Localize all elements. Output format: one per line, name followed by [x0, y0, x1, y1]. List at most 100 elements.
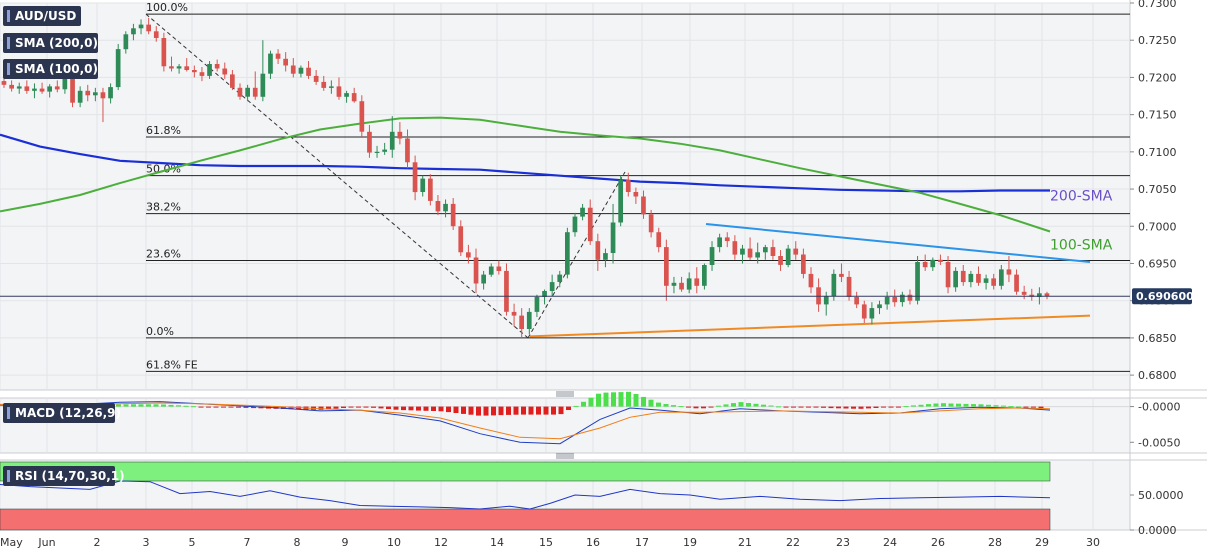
candle[interactable]	[549, 274, 555, 297]
candle[interactable]	[138, 19, 144, 35]
candle[interactable]	[740, 244, 745, 264]
candle[interactable]	[32, 83, 37, 99]
candle[interactable]	[960, 264, 966, 286]
candle[interactable]	[801, 248, 806, 279]
candle[interactable]	[1014, 269, 1019, 295]
candle[interactable]	[306, 61, 311, 79]
candle[interactable]	[230, 69, 235, 91]
candle[interactable]	[443, 199, 448, 218]
candle[interactable]	[717, 233, 722, 253]
candle[interactable]	[1021, 285, 1027, 300]
candle[interactable]	[861, 300, 867, 324]
candle[interactable]	[1006, 256, 1012, 283]
candle[interactable]	[991, 273, 996, 290]
candle[interactable]	[458, 220, 464, 257]
resistance-trendline[interactable]	[705, 223, 1091, 263]
candle[interactable]	[321, 75, 327, 91]
candle[interactable]	[968, 270, 974, 288]
candle[interactable]	[237, 83, 243, 100]
candle[interactable]	[268, 50, 273, 79]
candle[interactable]	[793, 241, 799, 260]
candle[interactable]	[724, 232, 730, 248]
candle[interactable]	[709, 241, 715, 271]
candle[interactable]	[184, 58, 190, 72]
candle[interactable]	[945, 256, 951, 294]
macd-signal-line[interactable]	[0, 402, 1051, 440]
candle[interactable]	[618, 175, 623, 227]
candle[interactable]	[854, 291, 859, 309]
candle[interactable]	[679, 276, 684, 292]
candle[interactable]	[245, 84, 250, 102]
candle[interactable]	[54, 80, 60, 93]
candle[interactable]	[192, 65, 197, 78]
candle[interactable]	[9, 80, 14, 92]
candle[interactable]	[938, 254, 943, 265]
candle[interactable]	[785, 244, 791, 268]
candle[interactable]	[534, 294, 540, 318]
candle[interactable]	[344, 90, 349, 103]
candle[interactable]	[146, 17, 151, 35]
candle[interactable]	[222, 62, 228, 79]
candle[interactable]	[664, 239, 669, 301]
candle[interactable]	[313, 69, 319, 85]
support-trendline[interactable]	[529, 314, 1091, 338]
candle[interactable]	[131, 23, 136, 41]
candle[interactable]	[47, 84, 52, 98]
candle[interactable]	[351, 87, 357, 103]
candle[interactable]	[496, 260, 502, 275]
candle[interactable]	[405, 129, 410, 169]
candle[interactable]	[93, 87, 98, 102]
candle[interactable]	[420, 175, 426, 197]
candle[interactable]	[176, 64, 182, 74]
candle[interactable]	[892, 289, 898, 307]
candle[interactable]	[283, 52, 288, 72]
symbol-label[interactable]: AUD/USD	[3, 6, 81, 26]
candle[interactable]	[907, 289, 913, 305]
candle[interactable]	[359, 95, 365, 137]
candle[interactable]	[610, 203, 616, 264]
candle[interactable]	[595, 233, 601, 271]
panel-resize-handle[interactable]	[556, 453, 574, 459]
macd-legend[interactable]: MACD (12,26,9)	[3, 403, 121, 423]
candle[interactable]	[169, 56, 174, 72]
candle[interactable]	[161, 32, 167, 72]
candle[interactable]	[481, 270, 486, 290]
candle[interactable]	[671, 276, 677, 294]
candle[interactable]	[953, 267, 958, 292]
candle[interactable]	[869, 302, 875, 325]
candle[interactable]	[412, 155, 418, 201]
candle[interactable]	[336, 77, 342, 100]
candle[interactable]	[686, 272, 692, 294]
candle[interactable]	[24, 80, 30, 94]
candle[interactable]	[207, 61, 212, 79]
candle[interactable]	[252, 71, 258, 100]
sma-100-line[interactable]	[0, 116, 1051, 233]
macd-panel[interactable]	[0, 398, 1130, 453]
candle[interactable]	[702, 263, 707, 290]
candle[interactable]	[922, 254, 928, 271]
candle[interactable]	[16, 82, 22, 94]
candle[interactable]	[199, 67, 205, 82]
candle[interactable]	[329, 80, 334, 94]
rsi-legend[interactable]: RSI (14,70,30,1)	[3, 466, 125, 486]
sma-100-legend[interactable]: SMA (100,0)	[3, 59, 98, 79]
candle[interactable]	[428, 174, 433, 206]
candle[interactable]	[930, 257, 936, 271]
candle[interactable]	[466, 244, 471, 264]
candle[interactable]	[587, 199, 593, 245]
candle[interactable]	[565, 227, 570, 279]
candle[interactable]	[808, 267, 814, 294]
candle[interactable]	[831, 269, 837, 301]
candle[interactable]	[900, 291, 905, 307]
candle[interactable]	[763, 244, 768, 260]
candle[interactable]	[519, 308, 524, 338]
sma-200-legend[interactable]: SMA (200,0)	[3, 33, 98, 53]
candle[interactable]	[633, 187, 639, 204]
candle[interactable]	[298, 65, 304, 78]
candle[interactable]	[511, 303, 517, 327]
candle[interactable]	[389, 116, 395, 158]
candle[interactable]	[976, 266, 981, 286]
candle[interactable]	[755, 242, 760, 264]
